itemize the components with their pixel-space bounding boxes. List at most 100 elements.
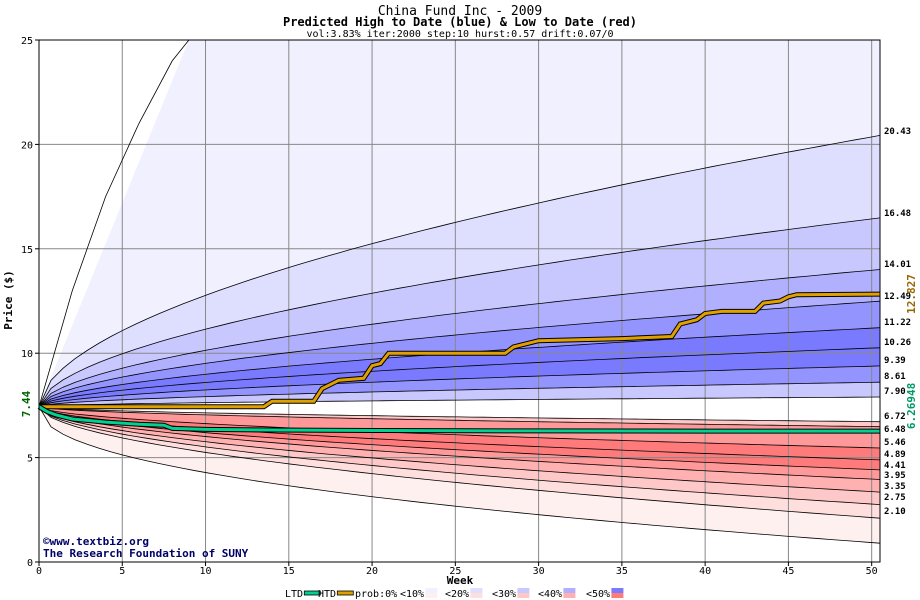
right-quantile-label: 12.49: [884, 292, 911, 302]
right-quantile-label: 20.43: [884, 127, 911, 137]
legend-swatch-blue: [470, 588, 483, 593]
quantile-curve: [38, 406, 881, 449]
legend-label: <30%: [492, 589, 516, 600]
right-quantile-label: 8.61: [884, 372, 906, 382]
credit-line-2: The Research Foundation of SUNY: [43, 547, 249, 560]
x-axis-ticks: 0 5 10 15 20 25 30 35 40 45 50: [36, 562, 878, 577]
legend-swatch-red: [517, 593, 530, 598]
right-quantile-label: 3.35: [884, 482, 906, 492]
right-quantile-label: 14.01: [884, 260, 911, 270]
y-tick-label: 5: [27, 454, 33, 465]
right-quantile-label: 4.41: [884, 461, 906, 471]
quantile-curves: [38, 39, 881, 544]
legend-label: <20%: [445, 589, 469, 600]
legend-swatch-blue: [425, 588, 438, 593]
legend-line-swatch: [303, 590, 321, 596]
quantile-curve-max: [38, 39, 190, 407]
quantile-curve-min: [38, 406, 881, 544]
chart-subtitle: Predicted High to Date (blue) & Low to D…: [283, 15, 637, 29]
band-blue-6: [39, 327, 880, 407]
band-red-7: [39, 406, 880, 505]
plot-frame: [38, 39, 881, 563]
band-blue-3: [39, 217, 880, 407]
band-blue-8: [39, 365, 880, 407]
y-tick-label: 15: [21, 245, 33, 256]
legend-label: LTD: [285, 589, 303, 600]
quantile-curve: [38, 396, 881, 408]
legend-swatch-blue: [563, 588, 576, 593]
band-red-2: [39, 406, 880, 448]
legend: LTD HTD prob:0% <10% <20% <30% <40% <50%: [285, 588, 624, 600]
legend-label: prob:0%: [355, 589, 397, 600]
quantile-curve: [38, 406, 881, 519]
legend-swatch-blue: [517, 588, 530, 593]
x-tick-label: 35: [616, 566, 628, 577]
x-tick-label: 40: [699, 566, 711, 577]
x-tick-label: 30: [533, 566, 545, 577]
band-red-3: [39, 406, 880, 460]
right-quantile-label: 2.75: [884, 493, 906, 503]
x-tick-label: 50: [866, 566, 878, 577]
y-tick-label: 10: [21, 349, 33, 360]
start-value-label: 7.44: [20, 390, 33, 417]
right-quantile-label: 10.26: [884, 338, 911, 348]
htd-ltd-lines: [37, 291, 881, 434]
quantile-curve: [38, 406, 881, 480]
quantile-curve: [38, 406, 881, 505]
x-tick-label: 25: [449, 566, 461, 577]
band-blue-0: [39, 40, 880, 407]
quantile-bands: [39, 40, 880, 562]
quantile-curve: [38, 135, 881, 407]
quantile-curve: [38, 406, 881, 423]
band-red-5: [39, 406, 880, 480]
right-quantile-label: 3.95: [884, 471, 906, 481]
y-tick-label: 25: [21, 36, 33, 47]
x-axis-label: Week: [447, 574, 474, 587]
legend-swatch-red: [611, 593, 624, 598]
right-quantile-label: 6.72: [884, 412, 906, 422]
quantile-curve: [38, 406, 881, 428]
htd-value-label: 12.827: [905, 274, 918, 314]
band-red-1: [39, 406, 880, 427]
ltd-line: [38, 405, 880, 433]
chart-params: vol:3.83% iter:2000 step:10 hurst:0.57 d…: [306, 29, 613, 40]
legend-swatch-red: [398, 593, 411, 598]
htd-line: [39, 292, 881, 409]
legend-label: HTD: [318, 589, 336, 600]
band-blue-9: [39, 382, 880, 407]
band-red-6: [39, 406, 880, 493]
y-tick-label: 20: [21, 140, 33, 151]
chart-title: China Fund Inc - 2009: [378, 4, 542, 19]
x-tick-label: 45: [782, 566, 794, 577]
legend-swatch-red: [563, 593, 576, 598]
band-blue-5: [39, 301, 880, 407]
legend-swatch-red: [425, 593, 438, 598]
legend-swatch-blue: [398, 588, 411, 593]
band-blue-4: [39, 269, 880, 407]
legend-label: <10%: [400, 589, 424, 600]
band-blue-7: [39, 347, 880, 407]
right-quantile-label: 4.89: [884, 450, 906, 460]
band-red-9: [39, 406, 880, 544]
y-tick-label: 0: [27, 558, 33, 569]
x-tick-label: 15: [283, 566, 295, 577]
right-quantile-labels: 20.43 16.48 14.01 12.49 11.22 10.26 9.39 8.61 7.…: [884, 127, 911, 517]
right-quantile-label: 6.48: [884, 425, 906, 435]
right-quantile-label: 7.90: [884, 387, 906, 397]
y-axis-label: Price ($): [2, 270, 15, 330]
quantile-curve: [38, 269, 881, 407]
x-tick-label: 20: [366, 566, 378, 577]
band-red-4: [39, 406, 880, 470]
credit-line-1: ©www.textbiz.org: [43, 535, 149, 548]
x-tick-label: 10: [200, 566, 212, 577]
x-tick-label: 0: [36, 566, 42, 577]
quantile-curve: [38, 347, 881, 408]
quantile-curve: [38, 217, 881, 407]
band-blue-1: [39, 40, 880, 407]
y-axis-ticks: 0 5 10 15 20 25: [21, 36, 39, 569]
legend-line-swatch: [336, 590, 354, 596]
legend-label: <40%: [538, 589, 562, 600]
legend-label: <50%: [586, 589, 610, 600]
quantile-curve: [38, 381, 881, 408]
